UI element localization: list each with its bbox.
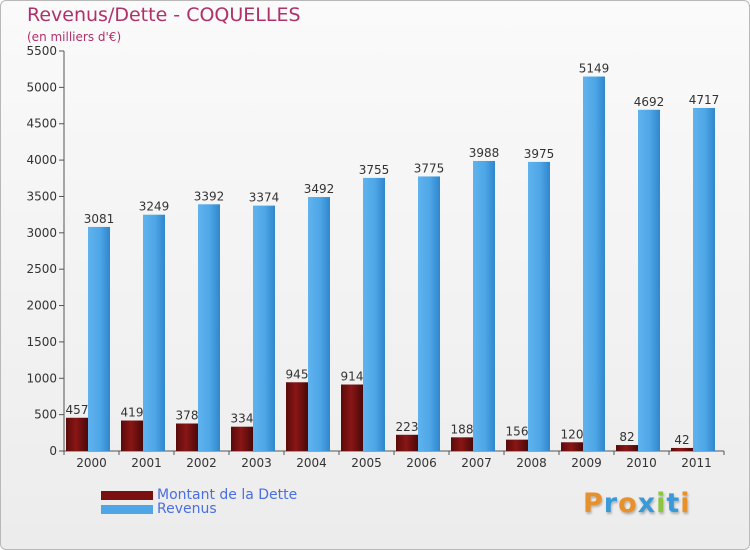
y-tick-label: 3500	[26, 189, 57, 203]
bar-revenus	[363, 177, 385, 451]
data-label-revenus: 3988	[469, 146, 500, 160]
x-tick-label: 2009	[571, 456, 602, 470]
bar-revenus	[418, 176, 440, 452]
bar-revenus	[88, 226, 110, 451]
logo-letter: t	[666, 488, 681, 519]
bar-revenus	[253, 205, 275, 451]
bar-dette	[341, 384, 363, 451]
data-label-revenus: 3755	[359, 163, 390, 177]
bar-revenus	[638, 109, 660, 451]
bar-dette	[616, 445, 638, 451]
logo-letter: o	[618, 488, 638, 519]
data-label-revenus: 3249	[139, 200, 170, 214]
logo-letter: i	[656, 488, 667, 519]
y-tick-label: 4500	[26, 117, 57, 131]
data-label-dette: 82	[619, 430, 634, 444]
bar-revenus	[143, 214, 165, 451]
x-tick-label: 2008	[516, 456, 547, 470]
bar-revenus	[693, 107, 715, 451]
bar-dette	[121, 420, 143, 451]
bar-dette	[561, 442, 583, 451]
x-tick-label: 2011	[681, 456, 712, 470]
bar-dette	[671, 447, 693, 451]
y-tick-label: 5500	[26, 44, 57, 58]
bar-dette	[396, 434, 418, 451]
x-tick-label: 2007	[461, 456, 492, 470]
x-tick-label: 2004	[296, 456, 327, 470]
data-label-dette: 223	[396, 420, 419, 434]
x-tick-label: 2006	[406, 456, 437, 470]
data-label-revenus: 4717	[689, 93, 720, 107]
legend-swatch-dette	[101, 491, 153, 500]
bar-revenus	[308, 197, 330, 451]
data-label-revenus: 3081	[84, 212, 115, 226]
data-label-dette: 914	[341, 370, 364, 384]
x-tick-label: 2002	[186, 456, 217, 470]
data-label-dette: 378	[176, 409, 199, 423]
logo-letter: r	[603, 488, 619, 519]
y-tick-label: 3000	[26, 226, 57, 240]
proxiti-logo: Proxiti	[583, 488, 691, 519]
y-tick-label: 5000	[26, 80, 57, 94]
data-label-dette: 334	[231, 412, 254, 426]
bar-dette	[231, 426, 253, 451]
chart-subtitle: (en milliers d'€)	[27, 30, 122, 44]
y-tick-label: 0	[49, 444, 57, 458]
bar-dette	[66, 417, 88, 451]
data-label-dette: 188	[451, 422, 474, 436]
bar-dette	[176, 423, 198, 451]
data-label-revenus: 3975	[524, 147, 555, 161]
logo-letter: P	[583, 488, 604, 519]
data-label-revenus: 3374	[249, 191, 280, 205]
legend-swatch-revenus	[101, 505, 153, 514]
data-label-revenus: 3392	[194, 189, 225, 203]
bar-dette	[506, 439, 528, 451]
data-label-dette: 120	[561, 427, 584, 441]
y-tick-label: 500	[34, 408, 57, 422]
bar-dette	[286, 382, 308, 451]
bar-revenus	[528, 161, 550, 451]
data-label-dette: 945	[286, 367, 309, 381]
legend-label-revenus: Revenus	[157, 501, 217, 517]
data-label-revenus: 5149	[579, 62, 610, 76]
chart-title: Revenus/Dette - COQUELLES	[27, 4, 301, 26]
y-tick-label: 2000	[26, 299, 57, 313]
x-tick-label: 2010	[626, 456, 657, 470]
logo-letter: i	[680, 488, 691, 519]
bar-dette	[451, 437, 473, 451]
legend-label-dette: Montant de la Dette	[157, 487, 298, 503]
bar-revenus	[473, 160, 495, 452]
x-tick-label: 2005	[351, 456, 382, 470]
data-label-dette: 42	[674, 433, 689, 447]
logo-letter: x	[637, 488, 657, 519]
bar-revenus	[198, 204, 220, 451]
data-label-revenus: 3492	[304, 182, 335, 196]
data-label-dette: 419	[121, 406, 144, 420]
y-tick-label: 1500	[26, 335, 57, 349]
bar-revenus	[583, 76, 605, 451]
y-tick-label: 4000	[26, 153, 57, 167]
data-label-revenus: 4692	[634, 95, 665, 109]
data-label-dette: 156	[506, 425, 529, 439]
data-label-revenus: 3775	[414, 161, 445, 175]
y-tick-label: 1000	[26, 371, 57, 385]
x-tick-label: 2003	[241, 456, 272, 470]
data-label-dette: 457	[66, 403, 89, 417]
x-tick-label: 2001	[131, 456, 162, 470]
x-tick-label: 2000	[76, 456, 107, 470]
y-tick-label: 2500	[26, 262, 57, 276]
